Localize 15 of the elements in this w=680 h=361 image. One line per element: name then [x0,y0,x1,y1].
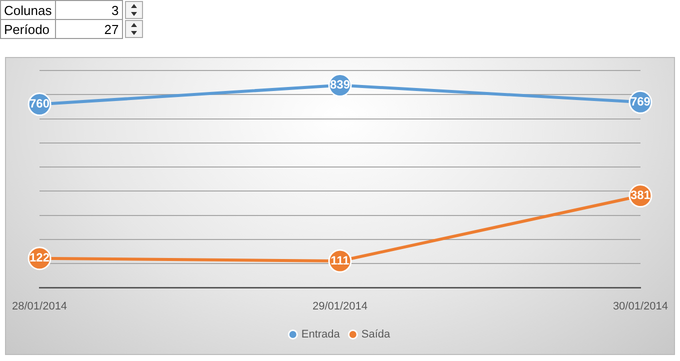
text: Colunas [0,0,56,20]
legend-label: Entrada [301,328,341,341]
data-label: 839 [330,78,350,92]
data-label: 122 [30,250,50,265]
data-label: 769 [630,94,651,108]
text: 27 [55,20,122,38]
x-tick-label: 29/01/2014 [312,300,368,312]
text: Período [0,20,56,38]
x-tick-label: 28/01/2014 [12,300,68,312]
data-label: 760 [30,96,50,111]
text: 3 [55,0,122,20]
x-tick-label: 30/01/2014 [612,300,668,312]
data-label: 381 [630,188,651,202]
legend-label: Saída [361,328,392,341]
data-label: 111 [330,253,350,268]
